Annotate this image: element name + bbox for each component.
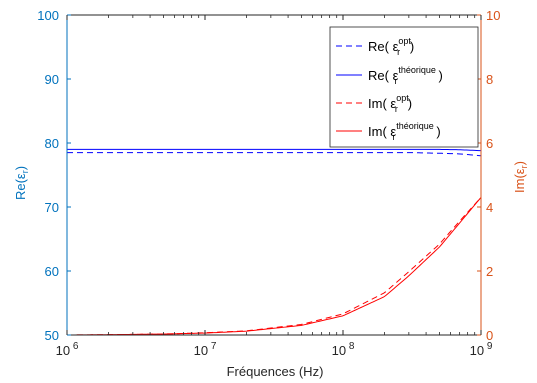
legend-box: [329, 26, 479, 148]
y-left-axis-label: Re(εr): [13, 166, 30, 200]
legend-label-2-part-4: ): [408, 96, 412, 111]
legend-label-2: Im( εopt r): [368, 93, 412, 114]
legend-label-3: Im( εthéorique r ): [368, 121, 441, 142]
legend-label-0-part-1: ε: [393, 39, 399, 54]
x-tick-exp-2: 8: [346, 341, 355, 352]
legend-label-3-part-3: r: [392, 132, 395, 142]
y-left-tick-label-0: 50: [45, 328, 59, 343]
plot-lines: [66, 148, 482, 336]
legend-label-1: Re( εthéorique r ): [368, 65, 443, 86]
x-tick-base-1: 10: [194, 343, 208, 358]
y-right-tick-label-4: 8: [486, 72, 493, 87]
series-line-0: [67, 152, 482, 157]
y-right-tick-label-3: 6: [486, 136, 493, 151]
x-tick-base-0: 10: [56, 343, 70, 358]
y-right-tick-label-2: 4: [486, 200, 493, 215]
x-tick-label-2: 10 8: [332, 341, 355, 358]
y-left-tick-label-2: 70: [45, 200, 59, 215]
y-right-label-sym: ε: [512, 168, 527, 174]
x-tick-base-2: 10: [332, 343, 346, 358]
y-right-tick-label-1: 2: [486, 264, 493, 279]
series-line-2: [66, 197, 482, 336]
x-tick-exp-0: 6: [70, 341, 79, 352]
legend-label-2-part-3: r: [395, 104, 398, 114]
legend-label-1-part-3: r: [394, 76, 397, 86]
y-right-label-sub: r: [519, 165, 529, 168]
legend-label-3-part-4: ): [433, 124, 441, 139]
legend-label-1-part-1: ε: [393, 68, 399, 83]
legend-label-1-part-0: Re(: [368, 68, 393, 83]
legend-label-0-part-4: ): [410, 39, 414, 54]
legend-label-1-part-4: ): [435, 68, 443, 83]
legend-label-3-part-0: Im(: [368, 124, 390, 139]
y-left-tick-label-1: 60: [45, 264, 59, 279]
y-left-tick-label-4: 90: [45, 72, 59, 87]
y-left-label-end: ): [13, 166, 28, 170]
series-line-3: [66, 197, 482, 336]
legend-label-2-part-2: opt: [396, 93, 409, 103]
legend-label-1-part-2: théorique: [398, 65, 436, 75]
legend-label-3-part-2: théorique: [396, 121, 434, 131]
series-line-1: [67, 148, 482, 152]
y-left-tick-label-5: 100: [37, 8, 59, 23]
y-left-label-sub: r: [20, 170, 30, 173]
x-tick-base-3: 10: [470, 343, 484, 358]
legend-label-0: Re( εopt r): [368, 36, 414, 57]
legend-label-0-part-2: opt: [398, 36, 411, 46]
y-left-label-main: Re(: [13, 178, 28, 200]
legend-label-3-part-1: ε: [390, 124, 396, 139]
y-right-label-main: Im(: [512, 174, 527, 193]
x-tick-exp-3: 9: [484, 341, 493, 352]
y-left-label-sym: ε: [13, 173, 28, 179]
legend: Re( εopt r)Re( εthéorique r )Im( εopt r)Im(…: [329, 26, 479, 148]
legend-label-2-part-1: ε: [390, 96, 396, 111]
x-tick-exp-1: 7: [208, 341, 217, 352]
y-right-label-end: ): [512, 161, 527, 165]
x-tick-label-0: 10 6: [56, 341, 79, 358]
x-tick-label-3: 10 9: [470, 341, 493, 358]
y-right-tick-label-0: 0: [486, 328, 493, 343]
x-tick-label-1: 10 7: [194, 341, 217, 358]
y-right-tick-label-5: 10: [486, 8, 500, 23]
legend-label-2-part-0: Im(: [368, 96, 390, 111]
y-left-tick-label-3: 80: [45, 136, 59, 151]
legend-label-0-part-0: Re(: [368, 39, 393, 54]
x-axis-label: Fréquences (Hz): [227, 364, 324, 379]
legend-label-0-part-3: r: [397, 47, 400, 57]
y-right-axis-label: Im(εr): [512, 161, 529, 193]
